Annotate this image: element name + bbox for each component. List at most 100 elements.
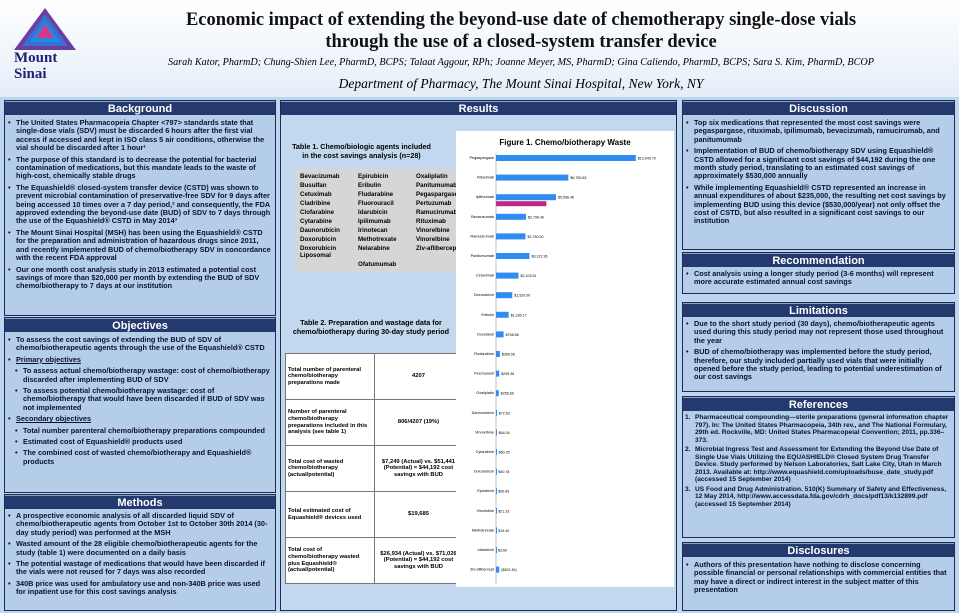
- secondary-objective: Total number parenteral chemo/biotherapy…: [5, 426, 271, 436]
- potential-waste-bar: [496, 488, 497, 495]
- methods-bullet: A prospective economic analysis of all d…: [5, 511, 271, 537]
- table2-row: Total cost of chemo/biotherapy wasted pl…: [285, 537, 463, 584]
- category-label: Oxaliplatin: [476, 391, 494, 395]
- potential-waste-bar: [496, 449, 497, 455]
- table2-cell: Total cost of wasted chemo/biotherapy (a…: [285, 445, 375, 492]
- background-bullet: The Equashield® closed-system transfer d…: [5, 183, 271, 226]
- table1-cell: Fluorouracil: [358, 200, 394, 207]
- table1-row: Cladribine Fluorouracil Pertuzumab: [297, 199, 471, 208]
- background-section: Background The United States Pharmacopei…: [4, 100, 276, 316]
- bar-value-label: $21.33: [498, 509, 509, 513]
- limitations-bullet: Due to the short study period (30 days),…: [683, 319, 950, 345]
- table1-cell: Ramucirumab: [416, 209, 458, 216]
- category-label: Vincristine: [477, 509, 494, 513]
- table1-cell: Pegaspargase: [416, 191, 458, 198]
- potential-waste-bar: [496, 272, 519, 279]
- bar-value-label: $40.78: [498, 470, 509, 474]
- methods-section: Methods A prospective economic analysis …: [4, 494, 276, 611]
- potential-waste-bar: [496, 194, 556, 201]
- potential-waste-bar: [496, 468, 497, 475]
- potential-waste-bar: [496, 331, 504, 338]
- table1-cell: Vinorelbine: [416, 236, 450, 243]
- category-label: Docetaxel: [477, 332, 494, 336]
- potential-waste-bar: [496, 213, 526, 220]
- table1-cell: Vinorelbine: [416, 227, 450, 234]
- category-label: Eribulin: [481, 313, 494, 317]
- results-heading: Results: [281, 101, 676, 115]
- category-label: Vinorelbine: [475, 430, 494, 434]
- table1-cell: Ipilimumab: [358, 218, 391, 225]
- waste-chart: Figure 1. Chemo/biotherapy Waste Pegaspar…: [456, 131, 674, 587]
- potential-waste-bar: [496, 507, 497, 514]
- potential-waste-bar: [496, 547, 497, 553]
- objectives-heading: Objectives: [5, 318, 275, 332]
- category-label: Daunorubicin: [472, 411, 494, 415]
- potential-waste-bar: [496, 409, 497, 416]
- department: Department of Pharmacy, The Mount Sinai …: [338, 76, 704, 91]
- reference-item: 1. Pharmaceutical compounding—sterile pre…: [685, 414, 949, 444]
- background-bullet: The Mount Sinai Hospital (MSH) has been …: [5, 228, 271, 263]
- methods-bullet: Wasted amount of the 28 eligible chemo/b…: [5, 540, 271, 557]
- discussion-bullet: Implementation of BUD of chemo/biotherap…: [683, 147, 950, 181]
- category-label: Bevacizumab: [471, 215, 494, 219]
- bar-value-label: ($302.45): [501, 568, 516, 572]
- potential-waste-bar: [496, 174, 569, 181]
- potential-waste-bar: [496, 566, 500, 573]
- bar-value-label: $3.60: [498, 549, 507, 553]
- potential-waste-bar: [496, 155, 636, 161]
- potential-waste-bar: [496, 429, 497, 436]
- table1-cell: Busulfan: [300, 182, 327, 189]
- secondary-objectives-label: Secondary objectives: [5, 414, 271, 424]
- table1-cell: Bevacizumab: [300, 173, 340, 180]
- discussion-bullet: Top six medications that represented the…: [683, 118, 950, 144]
- table2-cell: Number of parenteral chemo/biotherapy pr…: [285, 399, 375, 446]
- bar-value-label: $26.69: [498, 490, 509, 494]
- table1-cell: Epirubicin: [358, 173, 389, 180]
- recommendation-bullet: Cost analysis using a longer study perio…: [683, 269, 950, 287]
- potential-waste-bar: [496, 253, 530, 259]
- results-section: Results Table 1. Chemo/biologic agents i…: [280, 100, 677, 611]
- table1-cell: Cladribine: [300, 200, 331, 207]
- table1-cell: Doxorubicin Liposomal: [300, 245, 337, 259]
- table2-cell: 806/4207 (19%): [374, 399, 463, 446]
- bar-value-label: $13,049.70: [638, 157, 656, 161]
- recommendation-section: Recommendation Cost analysis using a lon…: [682, 252, 955, 294]
- table1-cell: Doxorubicin: [300, 236, 337, 243]
- bar-value-label: $60.25: [499, 451, 510, 455]
- table1-row: Busulfan Eribulin Panitumumab: [297, 181, 471, 190]
- background-bullet: Our one month cost analysis study in 201…: [5, 265, 271, 291]
- bar-value-label: $64.04: [499, 431, 510, 435]
- background-bullet: The United States Pharmacopeia Chapter <…: [5, 118, 271, 153]
- table2-cell: $26,934 (Actual) vs. $71,026 (Potential)…: [374, 537, 463, 584]
- table1-row: Daunorubicin Irinotecan Vinorelbine: [297, 226, 471, 235]
- bar-value-label: $359.06: [502, 353, 515, 357]
- category-label: Fludarabine: [474, 352, 494, 356]
- category-label: Doxorubicin: [474, 293, 494, 297]
- limitations-heading: Limitations: [683, 303, 954, 317]
- table1-cell: Cytarabine: [300, 218, 332, 225]
- disclosures-section: Disclosures Authors of this presentation…: [682, 542, 955, 611]
- table1-cell: Ziv-aflibercept: [416, 245, 459, 252]
- table1-caption: Table 1. Chemo/biologic agents included …: [292, 142, 431, 160]
- table1-row: Doxorubicin Methotrexate Vinorelbine: [297, 235, 471, 244]
- table1-row: Ofatumumab: [297, 260, 471, 269]
- disclosures-bullet: Authors of this presentation have nothin…: [683, 560, 950, 595]
- objectives-section: Objectives To assess the cost savings of…: [4, 317, 276, 493]
- category-label: Ziv-aflibercept: [470, 568, 495, 572]
- table1: Bevacizumab Epirubicin Oxaliplatin Busulfan…: [295, 169, 475, 272]
- primary-objective: To assess potential chemo/biotherapy was…: [5, 386, 271, 412]
- methods-bullet: 340B price was used for ambulatory use a…: [5, 579, 271, 597]
- category-label: Idarubicin: [478, 548, 494, 552]
- category-label: Fluorouracil: [474, 372, 494, 376]
- table1-cell: Rituximab: [416, 218, 446, 225]
- table1-cell: Clofarabine: [300, 209, 335, 216]
- category-label: Rituximab: [477, 176, 494, 180]
- potential-waste-bar: [496, 311, 509, 318]
- table1-cell: Irinotecan: [358, 227, 388, 234]
- actual-waste-bar: [496, 201, 547, 207]
- reference-item: 2. Microbial Ingress Test and Assessment …: [685, 446, 942, 483]
- bar-value-label: $3,122.36: [531, 255, 547, 259]
- reference-item: 3. US Food and Drug Administration. 510(K…: [685, 485, 947, 508]
- potential-waste-bar: [496, 351, 500, 357]
- discussion-section: Discussion Top six medications that repr…: [682, 100, 955, 250]
